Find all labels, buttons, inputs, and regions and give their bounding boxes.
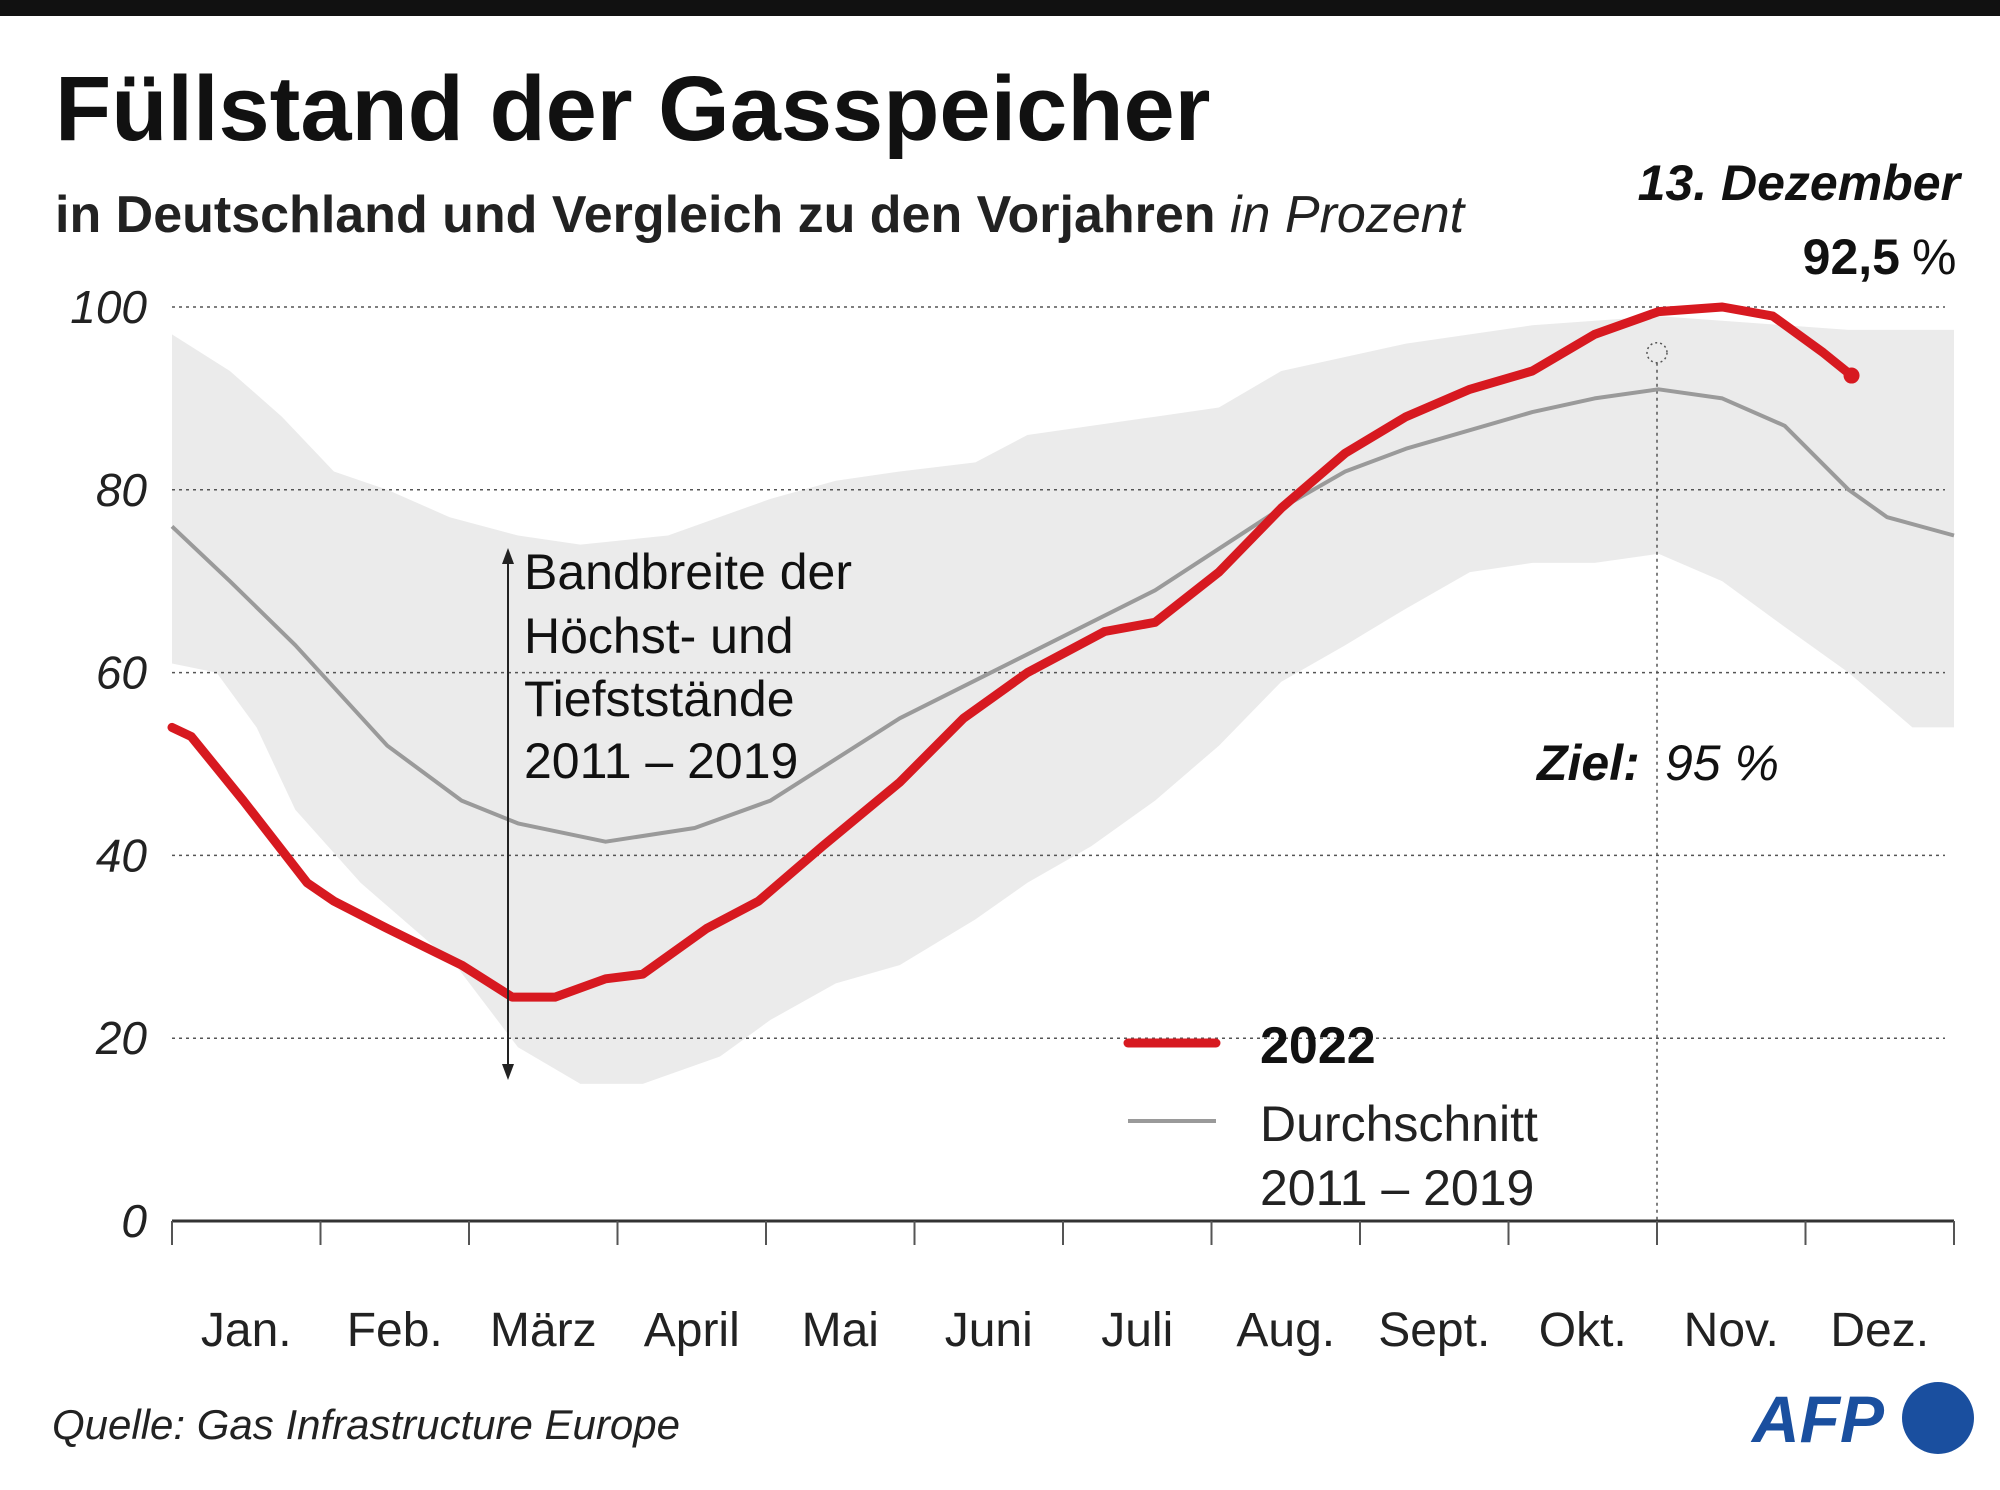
x-tick-label-1: Feb. bbox=[347, 1304, 443, 1357]
target-marker bbox=[1646, 341, 1668, 1221]
min-max-band bbox=[172, 316, 1954, 1084]
y-tick-label-20: 20 bbox=[95, 1012, 148, 1064]
x-tick-label-6: Juli bbox=[1101, 1304, 1173, 1357]
legend-average-line-2: 2011 – 2019 bbox=[1260, 1160, 1534, 1216]
gridlines bbox=[172, 306, 1945, 1039]
x-tick-label-7: Aug. bbox=[1236, 1304, 1335, 1357]
source-note: Quelle: Gas Infrastructure Europe bbox=[52, 1401, 680, 1448]
target-label-prefix: Ziel: bbox=[1535, 735, 1640, 791]
band-layer bbox=[172, 316, 1954, 1084]
x-axis: Jan. Feb. März April Mai Juni Juli Aug. Sept. Okt… bbox=[171, 1219, 1955, 1357]
line-2022 bbox=[167, 302, 1856, 1002]
legend-average-line-1: Durchschnitt bbox=[1260, 1096, 1538, 1152]
legend: 2022 Durchschnitt 2011 – 2019 bbox=[1123, 1017, 1538, 1216]
afp-logo-text: AFP bbox=[1750, 1382, 1885, 1456]
latest-unit: % bbox=[1912, 229, 1956, 285]
band-label-line-3: Tiefststände bbox=[524, 671, 795, 727]
top-rule bbox=[0, 0, 2000, 16]
x-tick-label-11: Dez. bbox=[1830, 1304, 1929, 1357]
latest-point-2022 bbox=[1843, 367, 1860, 384]
x-tick-label-2: März bbox=[490, 1304, 597, 1357]
series-layer bbox=[167, 302, 1955, 1002]
subtitle-unit: in Prozent bbox=[1230, 186, 1467, 244]
y-axis: 0 20 40 60 80 100 bbox=[70, 281, 147, 1247]
chart-subtitle: in Deutschland und Vergleich zu den Vorj… bbox=[55, 186, 1216, 244]
x-tick-label-10: Nov. bbox=[1684, 1304, 1779, 1357]
latest-value: 92,5 bbox=[1803, 229, 1900, 285]
target-point bbox=[1646, 341, 1668, 364]
band-label-line-2: Höchst- und bbox=[524, 608, 794, 664]
band-annotation: Bandbreite der Höchst- und Tiefststände … bbox=[502, 544, 852, 1080]
y-tick-label-60: 60 bbox=[96, 647, 148, 699]
y-tick-label-40: 40 bbox=[96, 829, 148, 881]
y-tick-label-100: 100 bbox=[70, 281, 147, 333]
afp-logo: AFP bbox=[1750, 1382, 1974, 1456]
legend-label-2022: 2022 bbox=[1260, 1017, 1376, 1075]
band-label-line-4: 2011 – 2019 bbox=[524, 733, 798, 789]
x-tick-label-9: Okt. bbox=[1539, 1304, 1627, 1357]
chart-title: Füllstand der Gasspeicher bbox=[55, 58, 1210, 160]
y-tick-label-0: 0 bbox=[121, 1195, 147, 1247]
afp-logo-dot bbox=[1902, 1382, 1974, 1454]
x-tick-label-5: Juni bbox=[945, 1304, 1033, 1357]
x-tick-label-8: Sept. bbox=[1378, 1304, 1490, 1357]
x-tick-label-3: April bbox=[644, 1304, 740, 1357]
x-tick-label-4: Mai bbox=[802, 1304, 879, 1357]
average-line bbox=[170, 387, 1955, 844]
band-label-line-1: Bandbreite der bbox=[524, 544, 852, 600]
target-label-value: 95 % bbox=[1665, 735, 1779, 791]
y-tick-label-80: 80 bbox=[96, 464, 148, 516]
latest-date: 13. Dezember bbox=[1638, 155, 1963, 211]
x-tick-label-0: Jan. bbox=[201, 1304, 292, 1357]
